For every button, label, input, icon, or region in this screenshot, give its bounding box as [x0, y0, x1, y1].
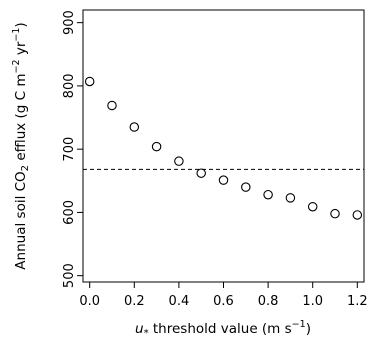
x-tick-label: 0.8 [258, 294, 279, 309]
y-tick-label: 800 [62, 73, 77, 98]
data-point [174, 156, 184, 166]
y-tick-label: 500 [62, 263, 77, 288]
x-tick-label: 0.0 [79, 294, 100, 309]
y-tick-label: 900 [62, 10, 77, 35]
x-axis: 0.0 0.2 0.4 0.6 0.8 1.0 1.2 [79, 282, 368, 309]
y-axis: 500 600 700 800 900 [62, 10, 83, 288]
data-point [285, 193, 296, 203]
data-point [307, 201, 318, 212]
data-point [263, 189, 273, 200]
data-point [151, 141, 162, 152]
x-tick-label: 0.6 [213, 294, 234, 309]
x-tick-label: 1.0 [302, 294, 323, 309]
data-point [241, 182, 251, 192]
data-point [352, 210, 363, 220]
y-tick-label: 700 [62, 137, 77, 162]
data-point [84, 76, 95, 87]
data-point [330, 208, 340, 219]
data-point [218, 175, 229, 185]
y-axis-label: Annual soil CO2 efflux (g C m−2 yr−1) [11, 22, 31, 269]
data-point [129, 122, 140, 132]
x-tick-label: 1.2 [347, 294, 368, 309]
x-tick-label: 0.2 [124, 294, 145, 309]
data-points [84, 76, 363, 220]
data-point [196, 168, 206, 178]
y-tick-label: 600 [62, 200, 77, 225]
data-point [107, 100, 117, 111]
plot-frame [82, 9, 365, 283]
x-axis-label: u* threshold value (m s−1) [135, 319, 311, 339]
x-tick-label: 0.4 [169, 294, 190, 309]
